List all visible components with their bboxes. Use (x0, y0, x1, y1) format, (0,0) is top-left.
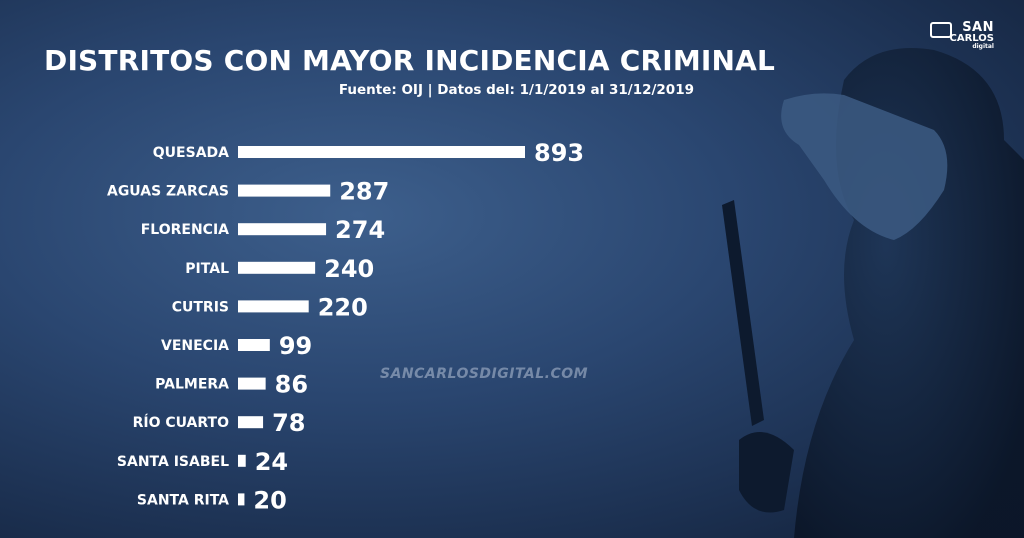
category-label: PALMERA (155, 377, 229, 393)
bar-chart: QUESADA 893 AGUAS ZARCAS 287 FLORENCIA 274 PIT… (0, 0, 700, 538)
value-label: 274 (335, 216, 385, 244)
category-label: FLORENCIA (141, 222, 229, 238)
bar (238, 416, 264, 429)
bar (238, 146, 525, 158)
bar (238, 184, 331, 197)
value-label: 893 (534, 139, 584, 167)
bar (238, 261, 316, 274)
category-label: QUESADA (153, 145, 229, 161)
value-label: 78 (272, 409, 305, 437)
bar (238, 493, 245, 506)
value-label: 86 (275, 371, 308, 399)
hooded-figure-image (722, 48, 1024, 538)
value-label: 287 (339, 178, 389, 206)
value-label: 240 (324, 255, 374, 283)
logo-line-3: digital (972, 43, 994, 50)
category-label: PITAL (185, 261, 229, 277)
logo-icon (930, 22, 952, 38)
watermark: SANCARLOSDIGITAL.COM (380, 366, 589, 382)
category-label: VENECIA (161, 338, 229, 354)
category-label: CUTRIS (172, 299, 229, 315)
bar (238, 300, 309, 313)
bar (238, 454, 246, 467)
logo-line-2: CARLOS (949, 33, 995, 44)
category-label: SANTA RITA (137, 492, 229, 508)
bar (238, 223, 327, 236)
category-label: SANTA ISABEL (117, 454, 229, 470)
chart-subtitle: Fuente: OIJ | Datos del: 1/1/2019 al 31/… (338, 82, 694, 98)
logo: SAN CARLOS digital (950, 20, 995, 50)
value-label: 20 (253, 486, 286, 514)
value-label: 24 (255, 448, 288, 476)
chart-title: DISTRITOS CON MAYOR INCIDENCIA CRIMINAL (44, 44, 776, 77)
bar (238, 377, 266, 390)
value-label: 99 (279, 332, 312, 360)
category-label: AGUAS ZARCAS (107, 184, 229, 200)
value-label: 220 (318, 293, 368, 321)
bar (238, 339, 270, 351)
category-label: RÍO CUARTO (133, 414, 230, 431)
logo-line-1: SAN (962, 20, 994, 35)
